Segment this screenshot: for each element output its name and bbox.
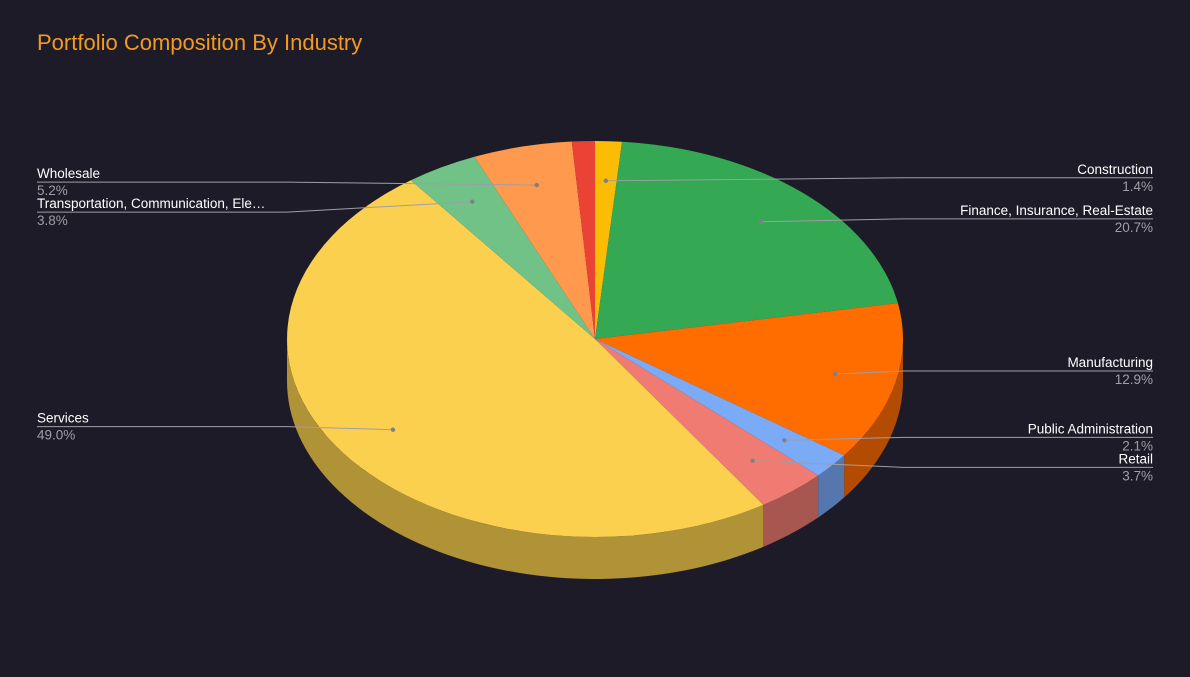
label-services: Services — [37, 411, 89, 426]
leader-line-public-administration — [784, 436, 1153, 441]
label-manufacturing: Manufacturing — [1067, 355, 1153, 370]
pie-slice-retail — [595, 339, 819, 505]
leader-line-wholesale — [37, 181, 537, 186]
leader-dot-public-administration — [782, 438, 787, 443]
leader-line-transportation-communication-ele — [37, 201, 473, 213]
pie-slice-manufacturing — [595, 303, 903, 456]
pie-side-manufacturing — [844, 339, 903, 498]
label-construction: Construction — [1077, 162, 1153, 177]
pct-label-manufacturing: 12.9% — [1115, 372, 1153, 387]
pie-slices — [287, 141, 903, 537]
leader-line-finance-insurance-real-estate — [760, 218, 1153, 223]
leader-dot-transportation-communication-ele — [470, 199, 475, 204]
pie-slice-wholesale — [474, 141, 595, 339]
chart-title: Portfolio Composition By Industry — [37, 30, 363, 55]
leader-dot-finance-insurance-real-estate — [758, 219, 764, 225]
pie-labels: Construction 1.4% Finance, Insurance, Real… — [37, 162, 1153, 483]
pie-sides — [287, 339, 903, 579]
label-wholesale: Wholesale — [37, 166, 100, 181]
pie-slice-other — [571, 141, 595, 339]
pie-slice-finance-insurance-real-estate — [595, 141, 898, 339]
pie-side-retail — [763, 475, 819, 547]
pct-label-wholesale: 5.2% — [37, 183, 68, 198]
pct-label-construction: 1.4% — [1122, 179, 1153, 194]
pct-label-transportation-communication-ele: 3.8% — [37, 213, 68, 228]
pct-label-services: 49.0% — [37, 428, 75, 443]
leader-line-manufacturing — [835, 370, 1153, 375]
leader-dot-retail — [750, 458, 755, 463]
pct-label-retail: 3.7% — [1122, 468, 1153, 483]
pie-side-public-administration — [818, 455, 845, 518]
pct-label-finance-insurance-real-estate: 20.7% — [1115, 220, 1153, 235]
label-finance-insurance-real-estate: Finance, Insurance, Real-Estate — [960, 203, 1153, 218]
leader-dot-services — [390, 427, 396, 432]
leader-dot-wholesale — [534, 182, 539, 188]
leader-line-services — [37, 426, 394, 431]
pie-slice-construction — [595, 141, 623, 339]
label-retail: Retail — [1118, 451, 1153, 466]
leader-line-retail — [752, 460, 1153, 468]
label-public-administration: Public Administration — [1028, 421, 1153, 436]
pie-side-services — [287, 339, 764, 579]
leader-dot-construction — [603, 178, 609, 183]
pie-slice-public-administration — [595, 339, 845, 476]
leader-line-construction — [605, 177, 1153, 182]
pct-label-public-administration: 2.1% — [1122, 438, 1153, 453]
pie-slice-services — [287, 180, 764, 537]
label-transportation-communication-ele: Transportation, Communication, Ele… — [37, 196, 265, 211]
leader-dot-manufacturing — [833, 371, 838, 377]
